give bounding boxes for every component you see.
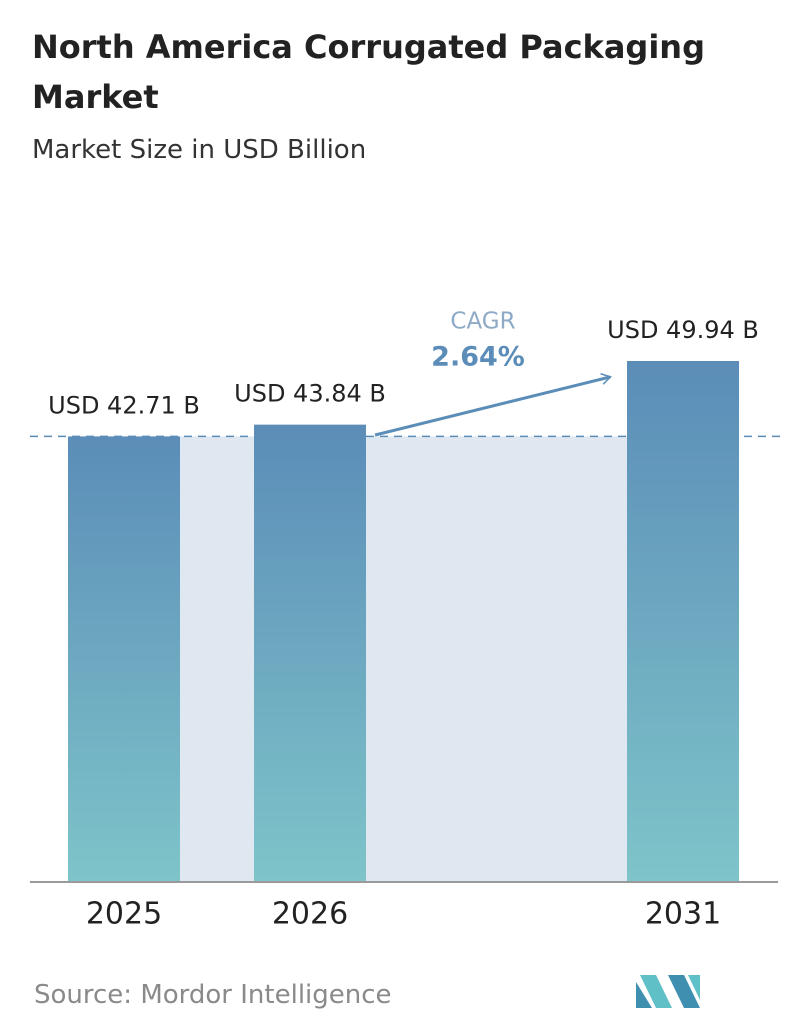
x-tick-label: 2025 — [86, 897, 162, 932]
logo-part — [636, 982, 652, 1008]
bar — [68, 436, 180, 882]
bar — [254, 424, 366, 882]
cagr-arrow — [374, 377, 610, 437]
logo — [636, 975, 700, 1008]
x-tick-label: 2031 — [645, 897, 721, 932]
value-label: USD 43.84 B — [234, 380, 386, 408]
chart-title: North America Corrugated Packaging Marke… — [32, 28, 705, 116]
logo-part — [640, 975, 672, 1008]
value-label: USD 49.94 B — [607, 316, 759, 344]
value-label: USD 42.71 B — [48, 391, 200, 419]
x-tick-label: 2026 — [272, 897, 348, 932]
logo-part — [668, 975, 700, 1008]
source: Source: Mordor Intelligence — [34, 980, 392, 1010]
chart-subtitle: Market Size in USD Billion — [32, 135, 367, 165]
logo-part — [688, 975, 700, 1000]
cagr-value: 2.64% — [431, 342, 525, 373]
bar — [627, 361, 739, 882]
cagr-label: CAGR — [450, 309, 515, 335]
reference-area — [180, 436, 627, 882]
